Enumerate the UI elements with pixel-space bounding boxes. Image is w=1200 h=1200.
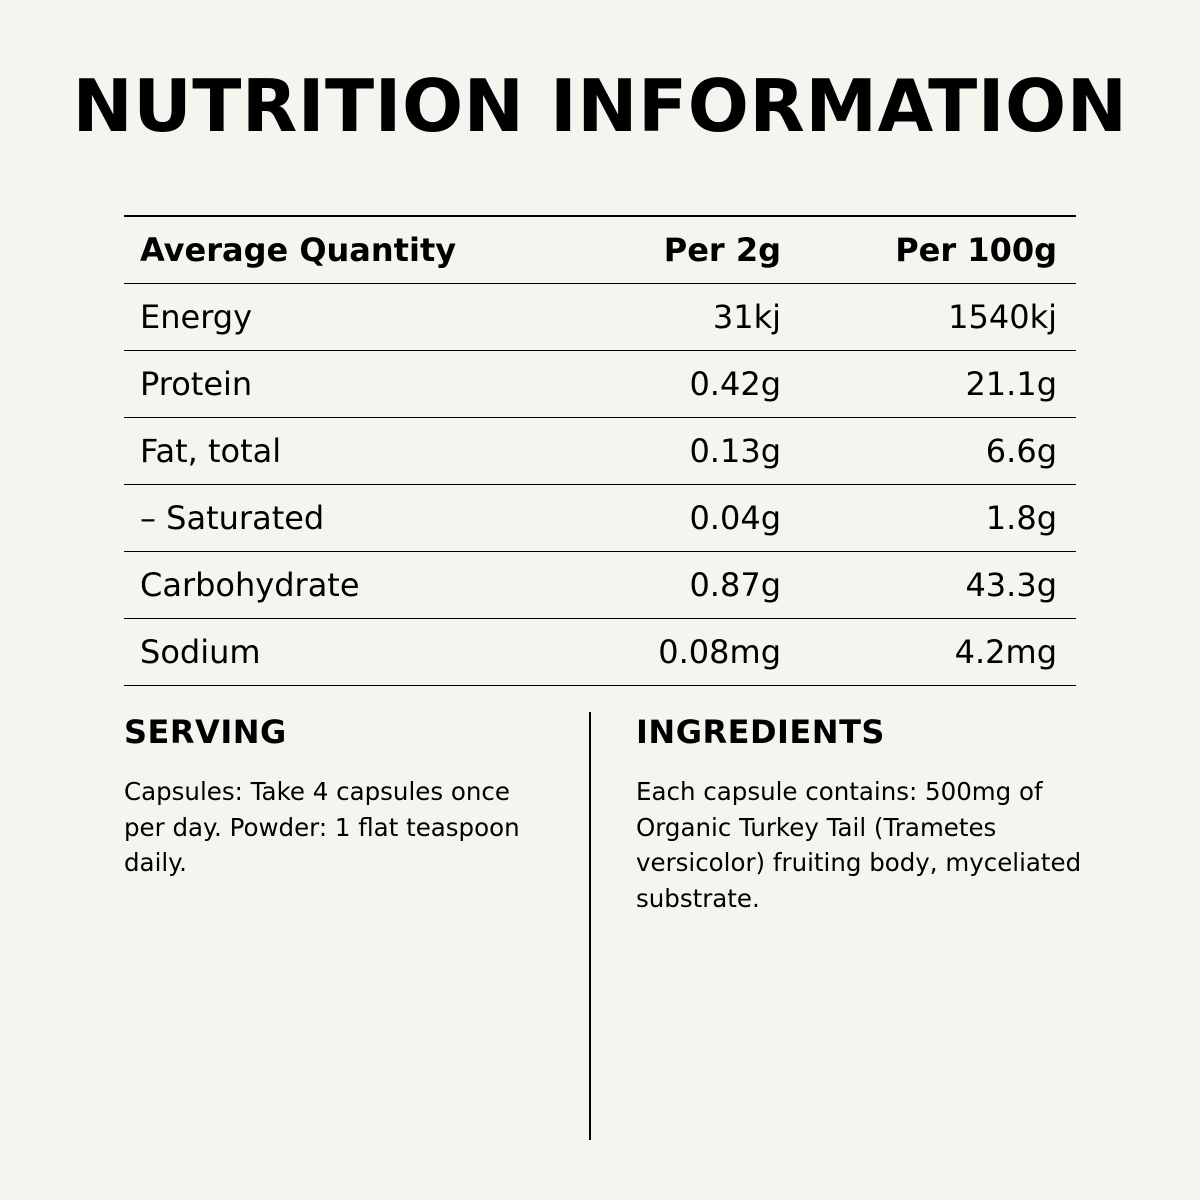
table-row: Energy 31kj 1540kj — [124, 284, 1076, 351]
serving-text: Capsules: Take 4 capsules once per day. … — [124, 777, 520, 877]
column-header-per-2g: Per 2g — [663, 231, 781, 269]
table-row: – Saturated 0.04g 1.8g — [124, 485, 1076, 552]
nutrition-table: Average Quantity Per 2g Per 100g Energy … — [124, 215, 1076, 686]
nutrient-per-2g: 0.13g — [689, 432, 781, 470]
table-header-row: Average Quantity Per 2g Per 100g — [124, 217, 1076, 284]
nutrient-per-100g: 4.2mg — [954, 633, 1057, 671]
nutrient-per-2g: 0.08mg — [658, 633, 781, 671]
nutrient-per-2g: 0.04g — [689, 499, 781, 537]
nutrient-name: Protein — [140, 365, 253, 403]
serving-section: SERVING Capsules: Take 4 capsules once p… — [124, 712, 554, 881]
nutrient-per-100g: 21.1g — [965, 365, 1057, 403]
table-row: Sodium 0.08mg 4.2mg — [124, 619, 1076, 686]
table-row: Carbohydrate 0.87g 43.3g — [124, 552, 1076, 619]
nutrient-name: Fat, total — [140, 432, 282, 470]
nutrient-per-2g: 0.42g — [689, 365, 781, 403]
nutrient-name: Sodium — [140, 633, 261, 671]
ingredients-heading: INGREDIENTS — [636, 713, 885, 751]
nutrient-per-100g: 1540kj — [948, 298, 1057, 336]
ingredients-section: INGREDIENTS Each capsule contains: 500mg… — [636, 712, 1086, 916]
table-row: Protein 0.42g 21.1g — [124, 351, 1076, 418]
ingredients-text: Each capsule contains: 500mg of Organic … — [636, 777, 1082, 913]
nutrient-per-100g: 1.8g — [985, 499, 1057, 537]
nutrient-name: Energy — [140, 298, 253, 336]
nutrient-per-100g: 6.6g — [985, 432, 1057, 470]
column-header-quantity: Average Quantity — [140, 231, 457, 269]
nutrient-name: Carbohydrate — [140, 566, 360, 604]
serving-heading: SERVING — [124, 713, 287, 751]
column-header-per-100g: Per 100g — [895, 231, 1057, 269]
table-row: Fat, total 0.13g 6.6g — [124, 418, 1076, 485]
column-divider — [589, 712, 591, 1140]
nutrient-per-100g: 43.3g — [965, 566, 1057, 604]
nutrient-per-2g: 31kj — [712, 298, 781, 336]
page-title: NUTRITION INFORMATION — [72, 64, 1128, 148]
nutrient-name: – Saturated — [140, 499, 325, 537]
nutrient-per-2g: 0.87g — [689, 566, 781, 604]
